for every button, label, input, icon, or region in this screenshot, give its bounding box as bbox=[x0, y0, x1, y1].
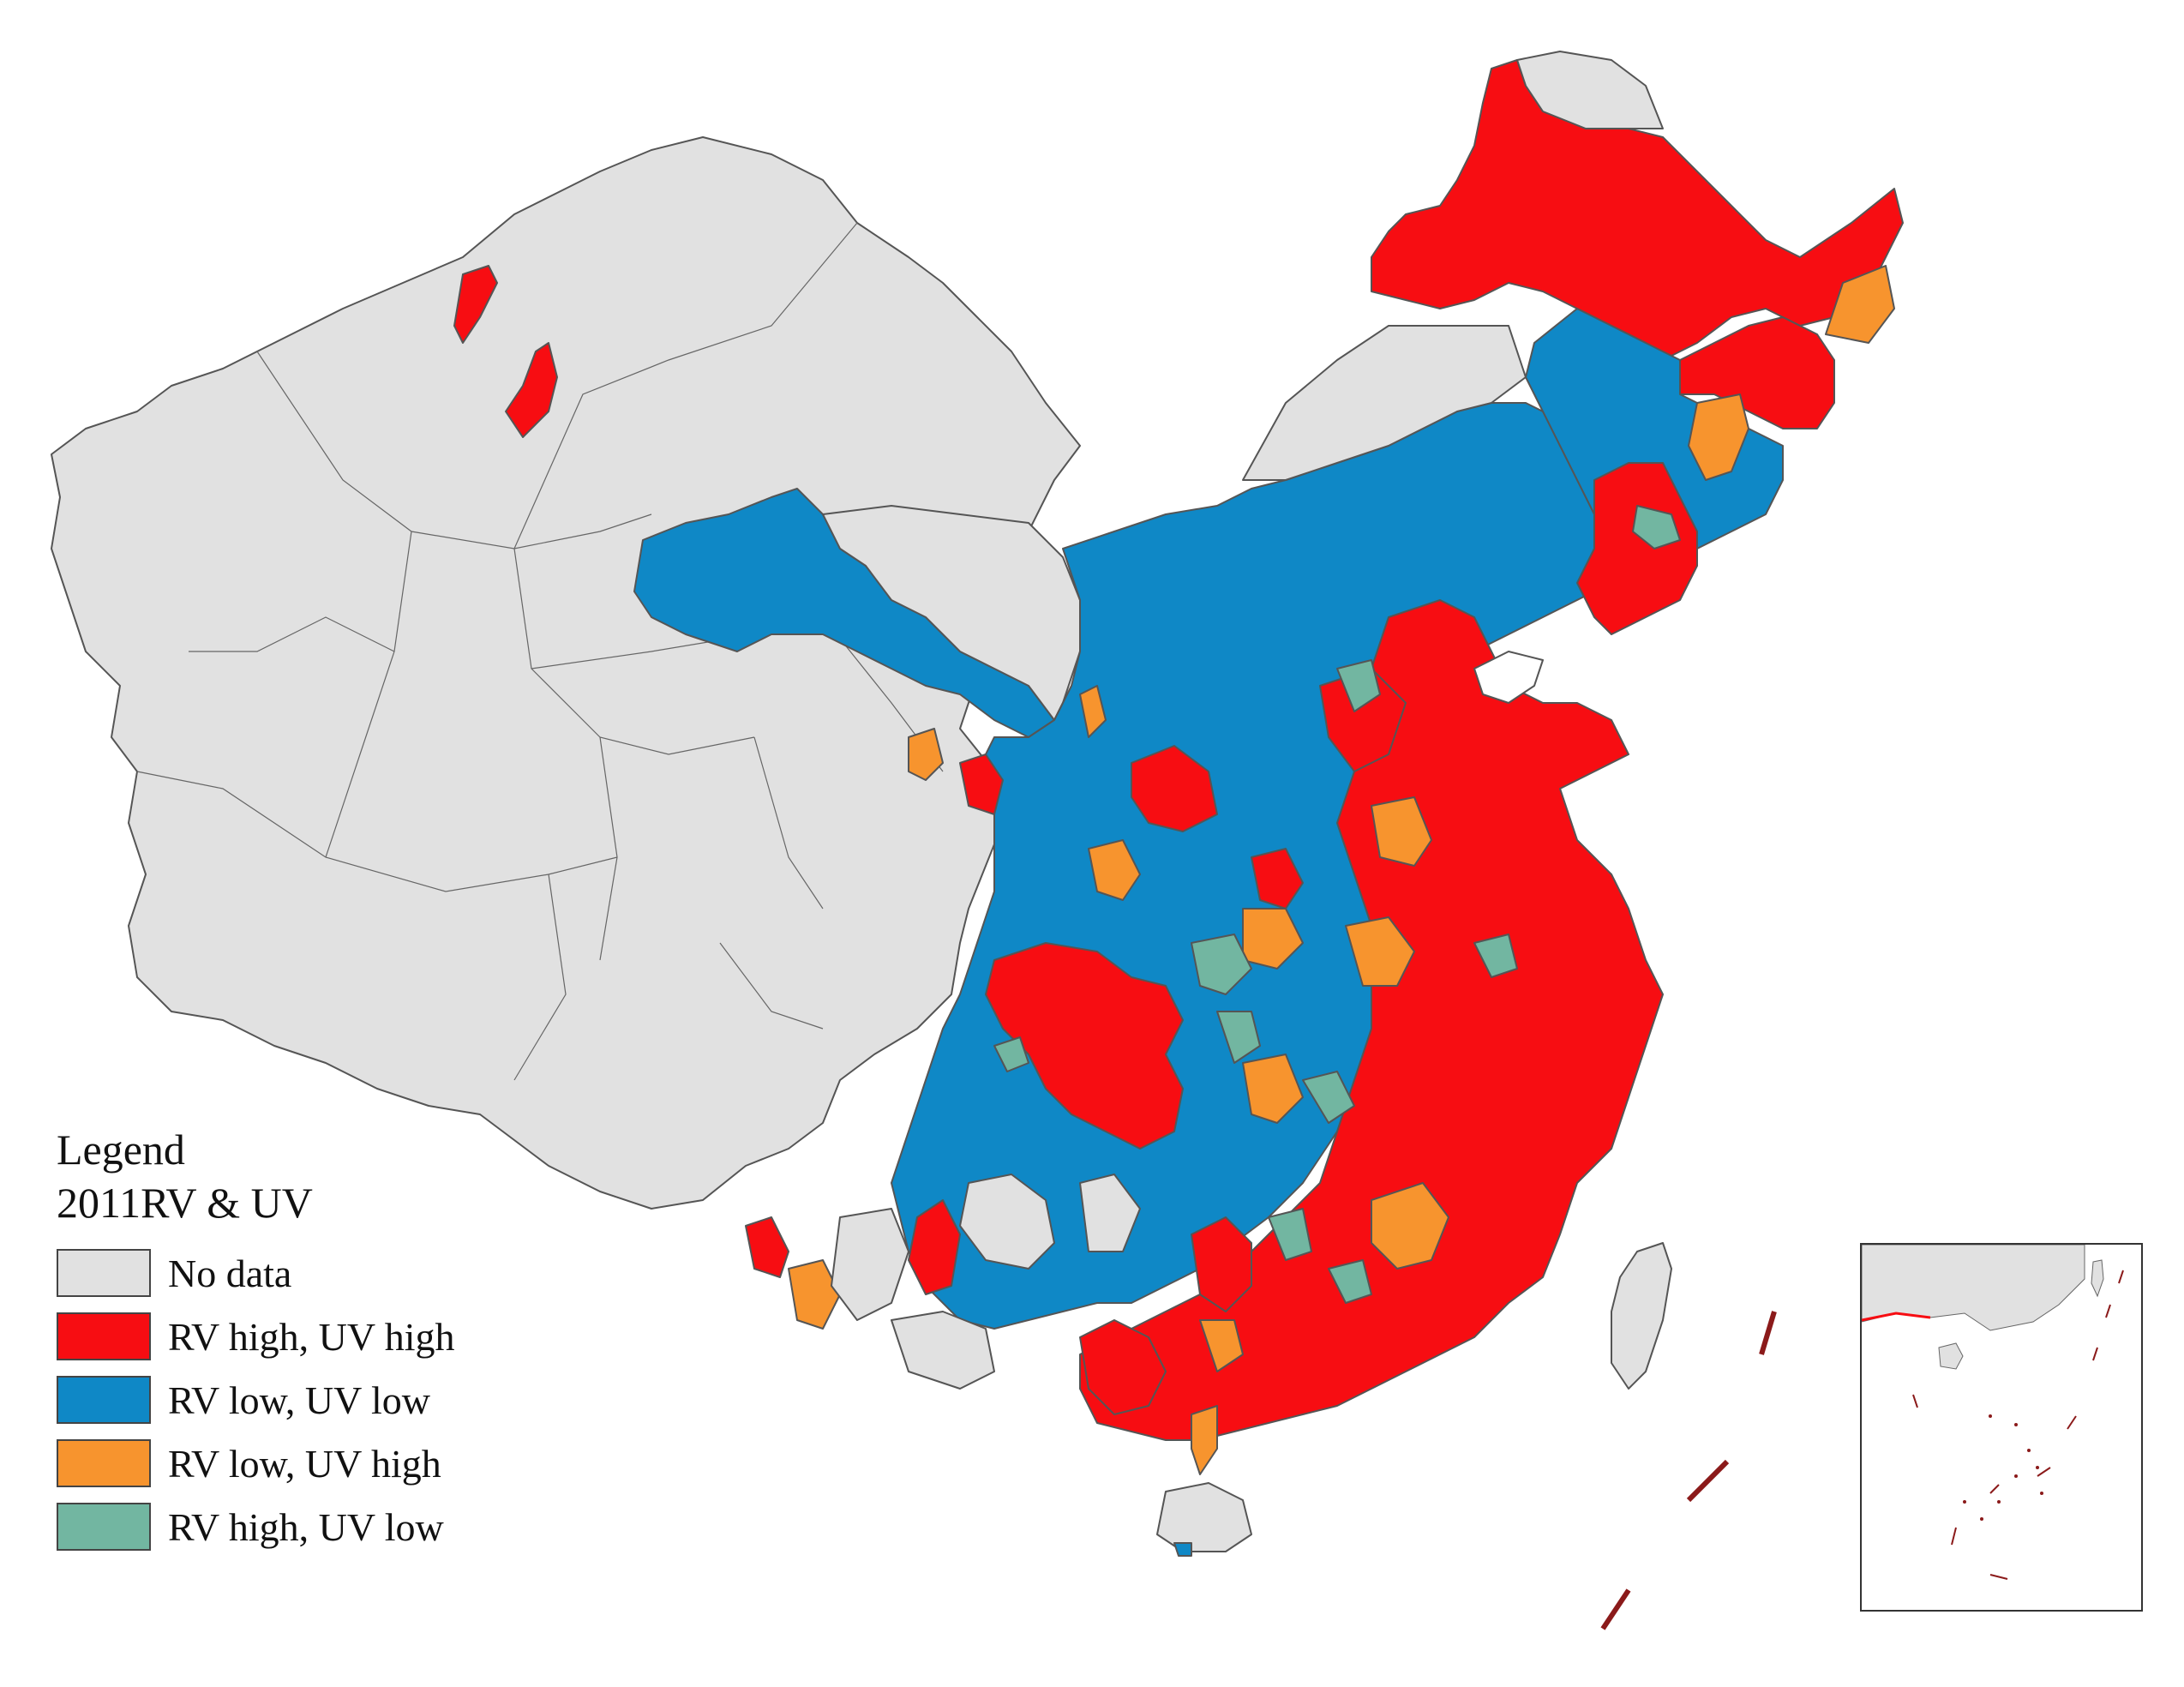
inset-mainland-nodata bbox=[1862, 1245, 2085, 1331]
legend-label-rv-low-uv-low: RV low, UV low bbox=[168, 1378, 431, 1422]
region-henan-red bbox=[1251, 848, 1304, 910]
legend-label-rv-low-uv-high: RV low, UV high bbox=[168, 1441, 441, 1486]
region-orange-6 bbox=[1371, 1182, 1449, 1270]
region-guangxi-red bbox=[1079, 1319, 1167, 1415]
inset-taiwan bbox=[2091, 1259, 2104, 1298]
legend-item-rv-high-uv-low: RV high, UV low bbox=[57, 1495, 455, 1558]
legend-subheading: 2011RV & UV bbox=[57, 1179, 313, 1227]
map-legend: Legend 2011RV & UV No data RV high, UV h… bbox=[57, 1123, 455, 1558]
region-xinjiang-red-2 bbox=[505, 342, 558, 438]
region-orange-4 bbox=[1345, 916, 1415, 987]
region-northeast-red-2 bbox=[1679, 316, 1835, 429]
region-southwest-nodata-4 bbox=[891, 1311, 995, 1390]
region-northeast-red bbox=[1371, 59, 1904, 361]
region-orange-9 bbox=[908, 728, 944, 781]
region-green-7 bbox=[993, 1036, 1029, 1072]
region-orange-1 bbox=[1088, 839, 1141, 901]
legend-label-rv-high-uv-high: RV high, UV high bbox=[168, 1314, 455, 1359]
region-west-internal-borders bbox=[136, 222, 944, 1081]
region-shanxi-red bbox=[1131, 745, 1218, 832]
region-jilin-orange bbox=[1688, 393, 1749, 481]
inset-map bbox=[1862, 1245, 2124, 1580]
region-southwest-nodata-3 bbox=[831, 1208, 909, 1321]
inset-nine-dash-line bbox=[1912, 1270, 2124, 1580]
region-hainan-nodata bbox=[1156, 1482, 1252, 1552]
region-orange-7 bbox=[1199, 1319, 1244, 1372]
dash-line-segment-3 bbox=[1600, 1588, 1631, 1630]
region-orange-10 bbox=[1079, 685, 1107, 738]
region-northeast-nodata bbox=[1516, 51, 1664, 129]
legend-item-no-data: No data bbox=[57, 1241, 455, 1305]
region-orange-8 bbox=[788, 1259, 841, 1330]
region-green-4 bbox=[1302, 1071, 1355, 1124]
legend-swatch-rv-high-uv-low bbox=[57, 1503, 151, 1551]
legend-item-rv-low-uv-low: RV low, UV low bbox=[57, 1368, 455, 1432]
region-west-nodata bbox=[51, 136, 1081, 1210]
region-guizhou-red bbox=[1191, 1216, 1252, 1312]
legend-swatch-rv-high-uv-high bbox=[57, 1312, 151, 1360]
inset-mainland-red-edge bbox=[1862, 1312, 1931, 1322]
region-ningxia-red bbox=[959, 753, 1004, 815]
region-orange-5 bbox=[1242, 1054, 1304, 1124]
south-china-sea-inset bbox=[1860, 1243, 2143, 1612]
region-green-6 bbox=[1328, 1259, 1372, 1304]
region-southwest-nodata-2 bbox=[1079, 1174, 1141, 1252]
region-green-3 bbox=[1216, 1011, 1261, 1064]
region-yunnan-red bbox=[908, 1199, 961, 1295]
inset-islands bbox=[1963, 1414, 2043, 1521]
region-orange-hainan-north bbox=[1191, 1405, 1218, 1475]
region-southwest-nodata-1 bbox=[959, 1174, 1055, 1270]
region-taiwan-nodata bbox=[1611, 1242, 1672, 1390]
legend-swatch-no-data bbox=[57, 1249, 151, 1297]
region-yunnan-red-west bbox=[745, 1216, 789, 1278]
legend-heading: Legend bbox=[57, 1126, 185, 1174]
region-liaoning-green bbox=[1632, 505, 1681, 549]
region-liaoning-red bbox=[1576, 462, 1698, 635]
legend-swatch-rv-low-uv-low bbox=[57, 1376, 151, 1424]
region-bohai-water bbox=[1473, 651, 1544, 704]
legend-item-rv-high-uv-high: RV high, UV high bbox=[57, 1305, 455, 1368]
region-xinjiang-red-1 bbox=[453, 265, 498, 344]
legend-item-rv-low-uv-high: RV low, UV high bbox=[57, 1432, 455, 1495]
region-green-5 bbox=[1268, 1208, 1312, 1261]
region-heilongjiang-orange bbox=[1825, 265, 1895, 344]
inset-hainan bbox=[1938, 1342, 1964, 1370]
region-mongolia-border-nodata bbox=[1242, 325, 1527, 481]
region-hainan-blue bbox=[1173, 1542, 1192, 1557]
region-orange-3 bbox=[1371, 796, 1432, 867]
legend-label-no-data: No data bbox=[168, 1251, 292, 1295]
region-east-red bbox=[1079, 599, 1664, 1441]
region-green-2 bbox=[1191, 934, 1252, 995]
region-green-1 bbox=[1336, 659, 1381, 712]
dash-line-segment-2 bbox=[1686, 1459, 1730, 1503]
region-green-8 bbox=[1473, 934, 1518, 978]
legend-label-rv-high-uv-low: RV high, UV low bbox=[168, 1504, 444, 1549]
legend-swatch-rv-low-uv-high bbox=[57, 1439, 151, 1487]
dash-line-segment-1 bbox=[1759, 1311, 1777, 1355]
